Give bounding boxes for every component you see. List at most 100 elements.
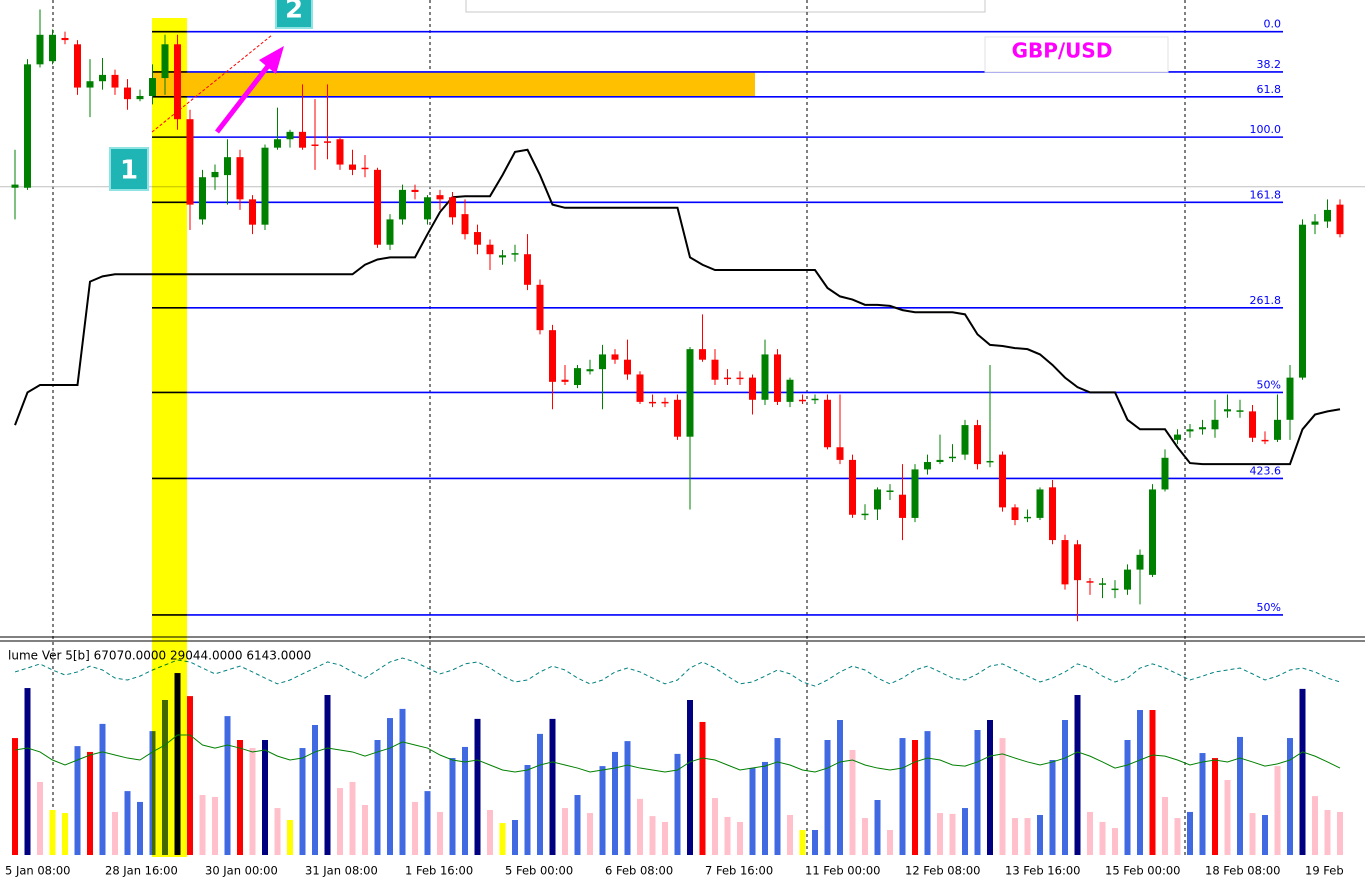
volume-bar (599, 766, 606, 855)
volume-bar (799, 830, 806, 855)
volume-bar (687, 700, 693, 855)
volume-bar (837, 720, 843, 855)
volume-bar (1224, 780, 1231, 855)
volume-bar (112, 811, 118, 855)
volume-bar (1024, 818, 1031, 855)
volume-bar (1137, 710, 1143, 855)
volume-bar (649, 816, 656, 855)
volume-bar (262, 740, 268, 855)
candle-body (574, 368, 581, 386)
volume-bar (412, 801, 418, 855)
x-tick-label: 30 Jan 00:00 (205, 864, 278, 878)
candle-body (1286, 377, 1294, 420)
volume-bar (924, 731, 931, 855)
top-panel (465, 0, 986, 13)
candle-body (611, 354, 619, 360)
period-separators (52, 0, 1186, 857)
candle-body (1324, 209, 1331, 222)
volume-bar (1237, 736, 1243, 855)
x-tick-label: 31 Jan 08:00 (305, 864, 378, 878)
volume-bar (987, 720, 993, 855)
fib-label: 0.0 (1264, 18, 1282, 31)
candle-body (786, 379, 794, 402)
candle-body (1086, 581, 1094, 583)
volume-bar (662, 821, 668, 855)
fib-label: 423.6 (1250, 464, 1282, 477)
candle-body (49, 34, 56, 62)
candle-body (136, 95, 144, 100)
volume-bar (674, 753, 681, 855)
candle-body (886, 490, 894, 492)
candle-body (486, 244, 494, 255)
fib-label: 100.0 (1250, 123, 1282, 136)
candle-body (599, 354, 606, 370)
candle-body (1236, 410, 1244, 412)
candle-body (111, 74, 119, 88)
candle-body (849, 459, 856, 515)
volume-bar (1187, 811, 1193, 855)
candle-body (1049, 487, 1056, 541)
candle-body (736, 377, 744, 380)
volume-bar (424, 791, 431, 855)
volume-bar (487, 810, 493, 855)
candle-body (1174, 434, 1181, 440)
candle-body (1099, 583, 1106, 585)
candle-body (949, 456, 956, 459)
candle-body (424, 197, 431, 220)
arrow-shaft (215, 64, 270, 134)
fib-zone (152, 71, 755, 97)
volume-bar (62, 813, 68, 855)
candle-body (724, 377, 731, 380)
candle-body (799, 399, 806, 402)
volume-bar (1087, 811, 1093, 855)
x-tick-label: 13 Feb 16:00 (1005, 864, 1080, 878)
volume-bar (999, 738, 1006, 855)
indicator-line (14, 148, 1341, 466)
volume-bar (587, 813, 593, 855)
volume-bar (137, 801, 143, 855)
volume-bar (1274, 766, 1281, 855)
candle-body (874, 489, 881, 510)
volume-bar (562, 808, 568, 855)
volume-bar (1262, 815, 1268, 855)
volume-bar (724, 816, 731, 855)
candle-body (211, 171, 219, 178)
candle-body (961, 425, 969, 455)
candle-body (1224, 409, 1231, 412)
candle-body (836, 447, 844, 460)
volume-bar (224, 716, 231, 855)
indicator-line (14, 657, 1341, 687)
volume-bar (187, 696, 193, 855)
candle-body (36, 34, 44, 65)
fib-label: 50% (1257, 378, 1281, 391)
candle-body (699, 349, 706, 360)
indicator-line (14, 734, 1341, 773)
volume-bar (1012, 818, 1018, 855)
volume-bar (612, 751, 618, 855)
candle-body (474, 232, 481, 245)
candle-body (24, 64, 31, 188)
volume-bar (399, 708, 406, 855)
candle-body (336, 139, 344, 165)
volume-bar (1162, 796, 1168, 855)
candle-body (86, 81, 94, 88)
candle-body (586, 369, 594, 372)
volume-bar (574, 795, 581, 855)
candle-body (186, 119, 194, 205)
volume-bar (874, 800, 881, 855)
volume-bar (849, 750, 856, 855)
volume-bar (374, 740, 381, 855)
volume-bar (524, 765, 531, 855)
volume-bar (637, 798, 643, 855)
candle-body (286, 131, 294, 140)
candle-body (236, 157, 244, 200)
candle-body (549, 330, 556, 382)
step-badge (109, 147, 149, 191)
candle-body (674, 399, 681, 437)
candle-body (386, 219, 394, 245)
candle-body (1299, 224, 1306, 378)
candle-body (1336, 204, 1344, 235)
candle-body (686, 349, 694, 437)
candle-body (399, 189, 406, 220)
volume-bar (24, 688, 31, 855)
